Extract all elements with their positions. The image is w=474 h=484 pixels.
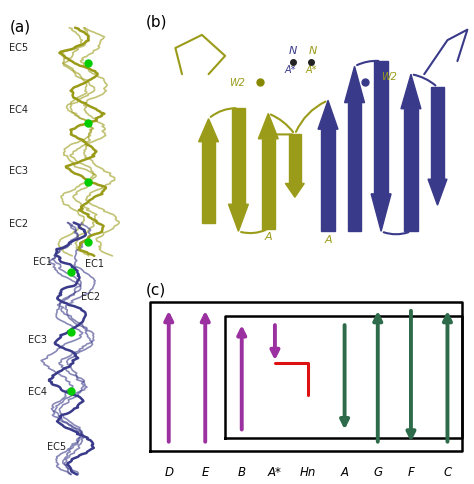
Text: D: D xyxy=(164,465,173,478)
Text: EC5: EC5 xyxy=(9,43,28,53)
Text: EC2: EC2 xyxy=(9,218,28,228)
Polygon shape xyxy=(228,205,248,232)
Text: EC1: EC1 xyxy=(33,256,52,266)
Polygon shape xyxy=(345,67,365,104)
Polygon shape xyxy=(232,109,245,205)
Text: E: E xyxy=(201,465,209,478)
Text: A: A xyxy=(341,465,348,478)
Polygon shape xyxy=(202,142,215,224)
Polygon shape xyxy=(371,195,391,232)
Text: A*: A* xyxy=(284,64,296,75)
Polygon shape xyxy=(431,88,444,180)
Text: W2: W2 xyxy=(229,77,245,88)
Text: A*: A* xyxy=(306,64,317,75)
Text: EC1: EC1 xyxy=(85,258,104,269)
Polygon shape xyxy=(285,184,304,198)
Text: EC5: EC5 xyxy=(47,441,66,451)
Text: W2: W2 xyxy=(382,72,397,82)
Text: Hn: Hn xyxy=(300,465,316,478)
Text: C: C xyxy=(443,465,452,478)
Polygon shape xyxy=(428,180,447,206)
Text: EC3: EC3 xyxy=(9,166,28,176)
Polygon shape xyxy=(348,104,361,232)
Polygon shape xyxy=(258,114,278,139)
Text: A: A xyxy=(264,232,272,242)
Polygon shape xyxy=(289,135,301,184)
Text: G: G xyxy=(373,465,383,478)
Polygon shape xyxy=(401,75,421,109)
Text: EC2: EC2 xyxy=(81,292,100,302)
Polygon shape xyxy=(321,130,335,232)
Polygon shape xyxy=(199,120,219,142)
Polygon shape xyxy=(262,139,275,229)
Polygon shape xyxy=(374,62,388,195)
Text: A: A xyxy=(324,234,332,244)
Polygon shape xyxy=(404,109,418,232)
Text: (a): (a) xyxy=(9,19,31,34)
Text: A*: A* xyxy=(268,465,282,478)
Text: (c): (c) xyxy=(146,282,166,297)
Text: EC3: EC3 xyxy=(28,334,47,344)
Text: EC4: EC4 xyxy=(28,387,47,396)
Text: F: F xyxy=(408,465,414,478)
Text: B: B xyxy=(238,465,246,478)
Text: (b): (b) xyxy=(146,15,167,30)
Text: N: N xyxy=(289,46,297,56)
Polygon shape xyxy=(318,101,338,130)
Text: N: N xyxy=(309,46,317,56)
Text: EC4: EC4 xyxy=(9,104,28,114)
